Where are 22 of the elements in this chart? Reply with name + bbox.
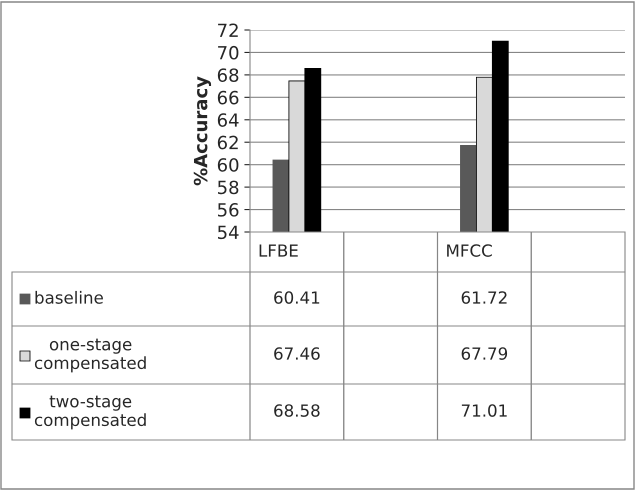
legend-label: one-stage compensated bbox=[34, 338, 146, 372]
y-tick-label: 72 bbox=[218, 23, 238, 37]
data-label: 71.01 bbox=[462, 404, 507, 417]
y-axis-title: %Accuracy bbox=[194, 76, 212, 186]
legend-label: two-stage compensated bbox=[34, 396, 146, 430]
x-tick-label: MFCC bbox=[447, 244, 492, 257]
data-label: 68.58 bbox=[274, 404, 320, 417]
y-tick-label: 56 bbox=[218, 203, 238, 217]
y-tick-label: 66 bbox=[218, 90, 238, 104]
data-label: 60.41 bbox=[274, 291, 320, 304]
data-label: 67.79 bbox=[462, 347, 508, 360]
data-label: 67.46 bbox=[274, 347, 320, 360]
y-tick-label: 64 bbox=[218, 113, 239, 127]
y-tick-label: 60 bbox=[218, 158, 238, 172]
data-label: 61.72 bbox=[462, 291, 507, 304]
legend-label: baseline bbox=[36, 290, 103, 304]
y-tick-label: 62 bbox=[218, 136, 238, 150]
y-tick-label: 70 bbox=[218, 46, 238, 60]
x-tick-label: LFBE bbox=[260, 244, 298, 257]
y-tick-label: 58 bbox=[218, 180, 238, 194]
y-tick-label: 68 bbox=[218, 68, 238, 82]
y-tick-label: 54 bbox=[218, 226, 239, 240]
